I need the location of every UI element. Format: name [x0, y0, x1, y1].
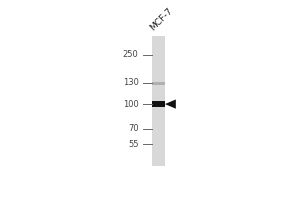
Polygon shape: [165, 99, 176, 109]
Bar: [152, 36, 165, 166]
Text: 70: 70: [128, 124, 139, 133]
Text: 100: 100: [123, 100, 139, 109]
Text: 250: 250: [123, 50, 139, 59]
Text: 130: 130: [123, 78, 139, 87]
Text: MCF-7: MCF-7: [148, 6, 175, 32]
Text: 55: 55: [128, 140, 139, 149]
